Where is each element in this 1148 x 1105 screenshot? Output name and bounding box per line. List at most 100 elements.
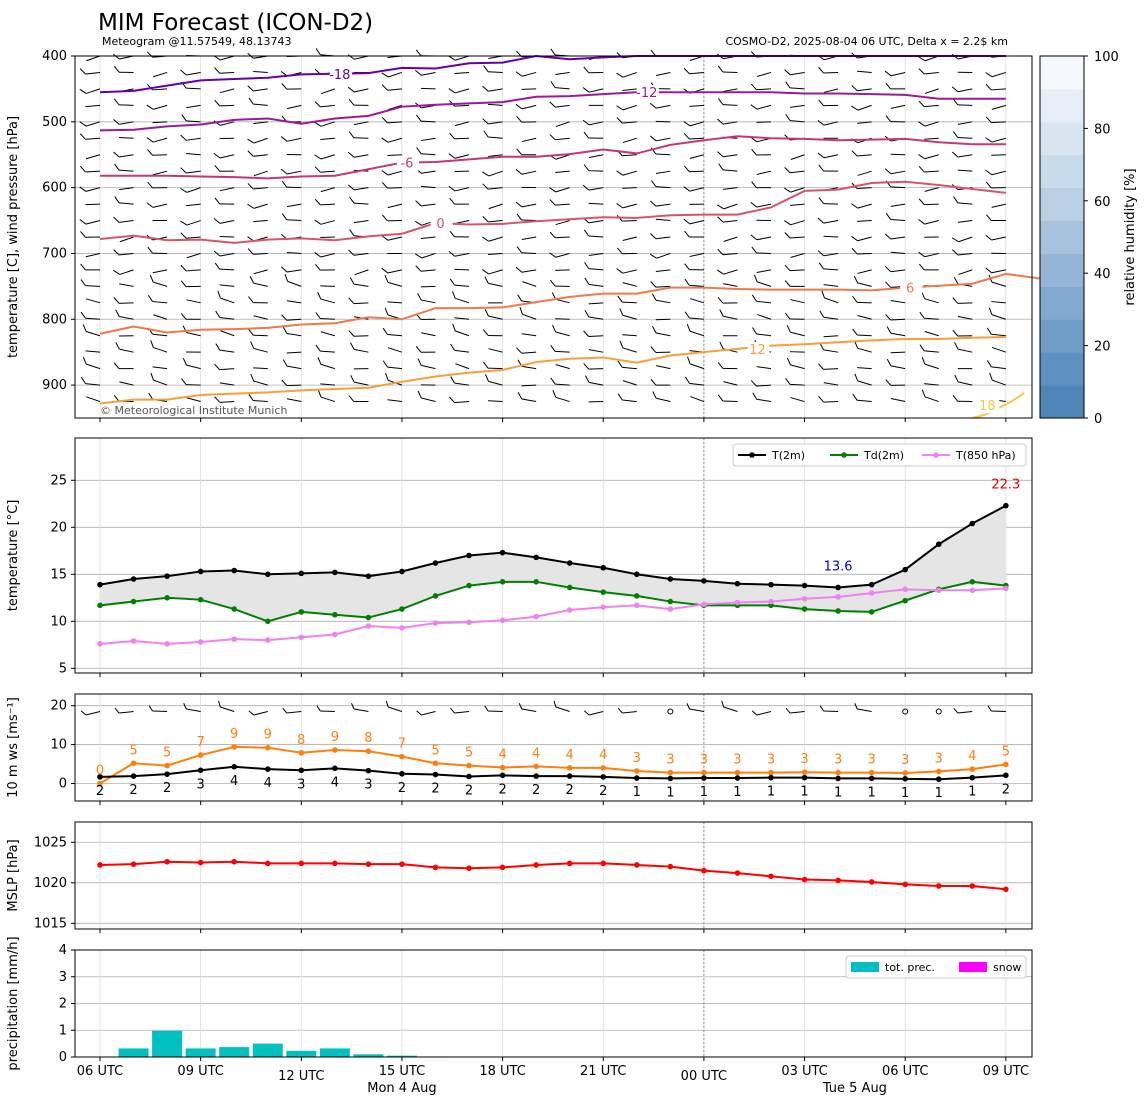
series-td-2m--point: [231, 606, 237, 612]
wind-barb-staff: [991, 170, 1006, 176]
series-t-850-hpa--point: [969, 587, 976, 594]
wind-barb-flag: [785, 707, 791, 714]
wind-barb-staff: [756, 203, 772, 208]
series-ws-point: [667, 775, 674, 782]
wind-barb-staff: [890, 104, 906, 109]
series-td-2m--point: [97, 602, 103, 609]
wind-barb-staff: [488, 282, 503, 287]
wind-barb: [387, 55, 403, 59]
wind-barb-staff: [186, 364, 201, 370]
series-t-850-hpa--point: [298, 634, 305, 641]
wind-barb: [650, 49, 671, 57]
wind-barb: [180, 134, 201, 141]
wind-barb-staff: [118, 335, 134, 337]
wind-barb: [588, 349, 604, 353]
ws-value-label: 1: [733, 785, 741, 800]
wind-barb-flag: [147, 246, 153, 254]
wind-barb-staff: [790, 120, 805, 123]
series-mslp-point: [533, 862, 539, 868]
wind-barb: [516, 347, 537, 354]
wind-barb-flag: [515, 103, 523, 110]
plot-frame: [74, 821, 1033, 930]
wind-barb-staff: [521, 170, 537, 175]
wind-barb-staff: [655, 186, 671, 189]
wind-barb-flag: [718, 163, 724, 171]
surface-wind-barb: [518, 703, 537, 713]
wind-barb: [717, 296, 738, 304]
series-ws-point: [935, 776, 942, 783]
wind-barb-staff: [790, 104, 805, 108]
wind-barb-staff: [689, 298, 705, 304]
wind-barb-staff: [924, 317, 939, 320]
wind-barb-staff: [488, 380, 503, 386]
wind-barb-staff: [756, 88, 772, 91]
wind-barb-flag: [417, 358, 422, 366]
ws-value-label: 4: [264, 776, 272, 791]
wind-barb-flag: [616, 117, 623, 124]
wind-barb: [213, 218, 235, 224]
wind-barb: [583, 164, 604, 172]
wind-barb-staff: [723, 315, 738, 320]
series-t-2m--point: [365, 573, 372, 579]
series-mslp-point: [499, 864, 506, 871]
wind-barb: [281, 379, 302, 387]
wind-barb-staff: [823, 382, 839, 386]
gust-value-label: 4: [532, 746, 540, 761]
wind-barb-staff: [86, 55, 101, 62]
wind-barb: [381, 235, 403, 241]
wind-barb: [750, 51, 772, 58]
wind-barb-staff: [588, 368, 604, 370]
wind-barb-flag: [482, 118, 489, 125]
wind-barb-flag: [584, 262, 590, 269]
wind-barb: [247, 150, 268, 157]
wind-barb: [420, 384, 436, 386]
wind-barb-flag: [146, 202, 154, 208]
wind-barb-staff: [857, 269, 872, 274]
wind-barb: [616, 203, 637, 209]
colorbar-segment: [1040, 319, 1084, 353]
wind-barb-flag: [314, 101, 321, 108]
wind-barb-flag: [851, 150, 858, 157]
wind-barb: [752, 392, 772, 403]
wind-barb-flag: [482, 85, 489, 92]
wind-barb-staff: [588, 302, 604, 305]
wind-barb: [890, 398, 906, 403]
wind-barb: [253, 220, 268, 223]
wind-barb-flag: [484, 308, 489, 317]
wind-barb-staff: [353, 401, 369, 403]
series-ws-point: [298, 767, 305, 774]
wind-barb: [247, 183, 268, 190]
series-mslp-point: [600, 860, 607, 867]
wind-barb-staff: [924, 236, 939, 238]
wind-barb: [619, 308, 637, 320]
series-ws-point: [634, 775, 640, 781]
wind-barb-staff: [253, 380, 268, 386]
wind-barb-flag: [717, 65, 724, 73]
wind-barb: [521, 333, 537, 337]
series-mslp-point: [298, 860, 305, 867]
wind-barb-flag: [113, 119, 120, 125]
wind-barb-staff: [186, 137, 201, 141]
wind-barb-staff: [85, 220, 101, 225]
wind-barb-staff: [991, 71, 1006, 78]
wind-barb-flag: [381, 235, 389, 241]
wind-barb-staff: [723, 88, 738, 92]
wind-barb-flag: [619, 340, 624, 349]
wind-barb: [483, 65, 503, 73]
wind-barb-staff: [991, 252, 1006, 254]
wind-barb: [387, 347, 403, 353]
wind-barb: [722, 335, 738, 337]
wind-barb: [347, 54, 369, 60]
surface-wind-barb: [114, 707, 134, 714]
y-tick-label: 600: [42, 181, 67, 196]
wind-barb: [521, 88, 537, 90]
wind-barb-staff: [924, 298, 939, 304]
wind-barb: [784, 280, 805, 287]
wind-barb-flag: [953, 196, 959, 204]
y-tick-label: 4: [59, 943, 67, 958]
wind-barb-flag: [885, 82, 892, 90]
surface-wind-barb: [350, 703, 369, 713]
wind-barb-flag: [817, 152, 825, 159]
wind-barb-staff: [118, 71, 134, 73]
wind-barb-staff: [85, 383, 101, 386]
